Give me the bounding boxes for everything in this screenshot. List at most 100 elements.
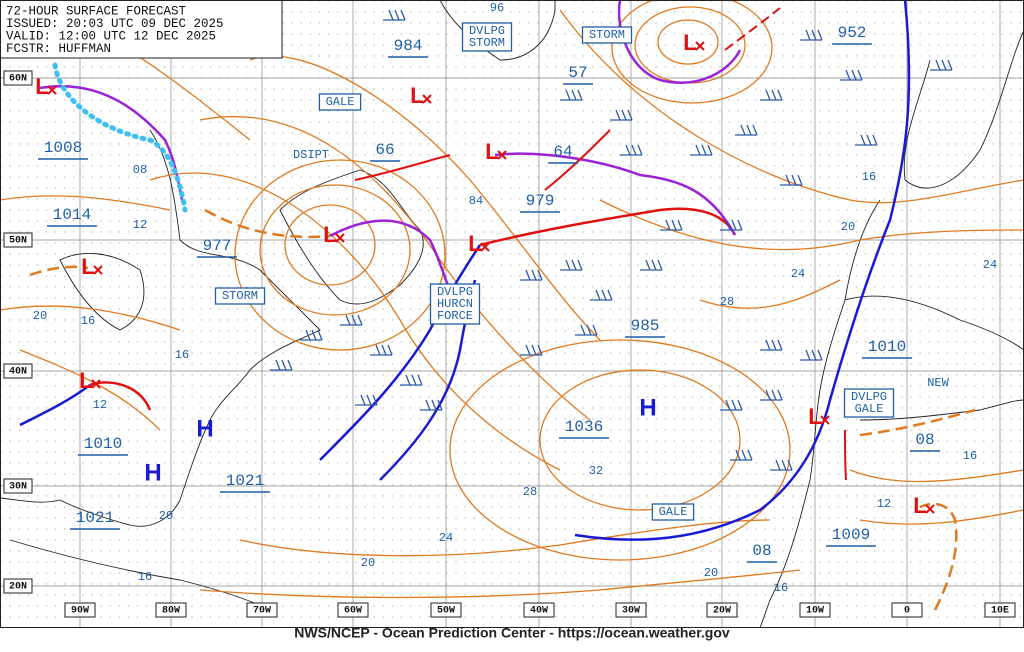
- isobar-label: 08: [133, 163, 147, 177]
- wind-barb: [340, 314, 363, 326]
- high-center: H: [196, 415, 213, 442]
- wind-barb: [855, 134, 878, 146]
- lon-label: 10E: [991, 606, 1009, 617]
- wind-barb: [930, 59, 953, 71]
- lon-label-box: [984, 602, 1016, 618]
- lon-label: 80W: [162, 606, 180, 617]
- pressure-label: 66: [375, 141, 394, 159]
- wind-barb: [610, 109, 633, 121]
- wind-barb: [370, 344, 393, 356]
- wind-barb: [720, 219, 743, 231]
- pressure-label: 08: [752, 542, 771, 560]
- isobar-label: 16: [81, 314, 95, 328]
- warning-box: [651, 503, 695, 521]
- warning-text: GALE: [855, 402, 884, 416]
- low-cross: [820, 415, 830, 425]
- lon-label-box: [706, 602, 738, 618]
- isobar-label: 16: [175, 348, 189, 362]
- lat-label-box: [3, 578, 33, 594]
- pressure-label: 64: [553, 143, 572, 161]
- low-center: L: [468, 231, 481, 256]
- lon-label-box: [430, 602, 462, 618]
- lon-label: 90W: [71, 606, 89, 617]
- wind-barb: [270, 359, 293, 371]
- wind-barb: [770, 459, 793, 471]
- wind-barb: [560, 89, 583, 101]
- lon-label-box: [246, 602, 278, 618]
- isobar-label: 28: [720, 295, 734, 309]
- warning-text: DVLPG: [437, 285, 473, 299]
- isobar-label: 12: [133, 218, 147, 232]
- lat-label: 20N: [9, 582, 27, 593]
- low-cross: [695, 41, 705, 51]
- lon-label: 20W: [713, 606, 731, 617]
- warning-box: [461, 22, 513, 52]
- wind-barb: [760, 339, 783, 351]
- pressure-label: 977: [203, 237, 232, 255]
- pressure-label: 984: [394, 37, 423, 55]
- wind-barb: [800, 349, 823, 361]
- isobar-label: 16: [138, 570, 152, 584]
- lon-label: 50W: [437, 606, 455, 617]
- lat-label-box: [3, 70, 33, 86]
- warning-text: STORM: [222, 289, 258, 303]
- lat-label: 50N: [9, 236, 27, 247]
- low-cross: [497, 150, 507, 160]
- wind-barb: [520, 269, 543, 281]
- pressure-label: 1021: [226, 472, 264, 490]
- lon-label: 30W: [622, 606, 640, 617]
- graticule: [0, 0, 1024, 628]
- lat-label-box: [3, 232, 33, 248]
- pressure-label: 1010: [84, 435, 122, 453]
- wind-barb: [840, 69, 863, 81]
- wind-barb: [300, 329, 323, 341]
- pressure-label: 57: [568, 64, 587, 82]
- isobar-label: 12: [877, 497, 891, 511]
- warning-text: DVLPG: [469, 24, 505, 38]
- low-cross: [925, 504, 935, 514]
- header-line: FCSTR: HUFFMAN: [6, 42, 111, 56]
- wind-barb: [560, 259, 583, 271]
- pressure-label: 1008: [44, 139, 82, 157]
- isobar-label: 12: [93, 398, 107, 412]
- note: DSIPT: [293, 148, 329, 162]
- wind-barb: [780, 174, 803, 186]
- pressure-label: 08: [915, 431, 934, 449]
- low-cross: [93, 265, 103, 275]
- low-cross: [91, 379, 101, 389]
- header-line: 72-HOUR SURFACE FORECAST: [6, 4, 187, 18]
- isobar-label: 16: [963, 449, 977, 463]
- pressure-label: 985: [631, 317, 660, 335]
- wind-barb: [640, 259, 663, 271]
- wind-barb: [520, 344, 543, 356]
- pressure-label: 1010: [868, 338, 906, 356]
- isobar-label: 24: [439, 531, 453, 545]
- lon-label: 70W: [253, 606, 271, 617]
- isobar-label: 20: [361, 556, 375, 570]
- wind-barb: [800, 29, 823, 41]
- wind-barb: [660, 219, 683, 231]
- lat-label-box: [3, 363, 33, 379]
- warning-box: [843, 388, 895, 418]
- pressure-label: 1036: [565, 418, 603, 436]
- wind-barb: [590, 289, 613, 301]
- lon-label-box: [891, 602, 923, 618]
- wind-barbs: [270, 9, 953, 471]
- lat-label: 30N: [9, 482, 27, 493]
- header-box: [0, 0, 283, 59]
- warning-text: DVLPG: [851, 390, 887, 404]
- lon-label-box: [64, 602, 96, 618]
- lon-label: 60W: [344, 606, 362, 617]
- wind-barb: [620, 144, 643, 156]
- note: NEW: [927, 376, 949, 390]
- warning-box: [429, 283, 481, 325]
- wind-barb: [720, 399, 743, 411]
- lon-label: 40W: [530, 606, 548, 617]
- isobar-label: 16: [862, 170, 876, 184]
- warning-text: HURCN: [437, 297, 473, 311]
- pressure-label: 979: [526, 192, 555, 210]
- wind-barb: [730, 449, 753, 461]
- isobar-label: 32: [589, 464, 603, 478]
- wind-barb: [760, 389, 783, 401]
